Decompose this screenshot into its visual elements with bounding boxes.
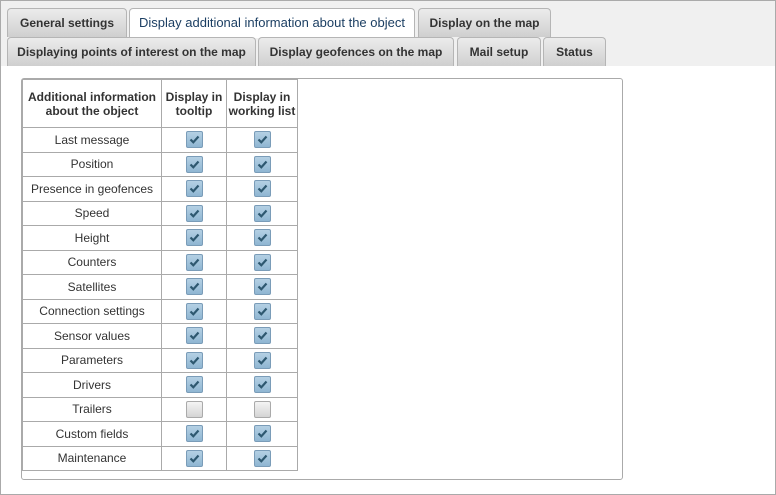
check-icon [189,307,199,316]
check-icon [257,258,267,267]
row-label: Drivers [22,372,162,398]
tab-display-additional-info[interactable]: Display additional information about the… [129,8,415,38]
working-list-checkbox[interactable] [253,327,271,345]
header-tooltip: Display in tooltip [161,79,227,128]
table-row: Last message [22,127,298,153]
row-label: Speed [22,200,162,226]
row-label: Position [22,151,162,177]
working-list-checkbox[interactable] [253,278,271,296]
tooltip-checkbox[interactable] [185,229,203,247]
table-row: Maintenance [22,445,298,471]
check-icon [257,454,267,463]
check-icon [257,160,267,169]
check-icon [189,234,199,243]
working-list-checkbox[interactable] [253,253,271,271]
header-info: Additional information about the object [22,79,162,128]
table-row: Speed [22,200,298,226]
tooltip-checkbox[interactable] [185,351,203,369]
working-list-checkbox[interactable] [253,351,271,369]
check-icon [257,381,267,390]
check-icon [189,209,199,218]
header-working-list: Display in working list [226,79,298,128]
row-label: Trailers [22,396,162,422]
check-icon [189,258,199,267]
tooltip-checkbox[interactable] [185,131,203,149]
check-icon [257,209,267,218]
row-label: Parameters [22,347,162,373]
tooltip-checkbox[interactable] [185,204,203,222]
check-icon [189,160,199,169]
check-icon [189,356,199,365]
row-label: Counters [22,249,162,275]
tooltip-checkbox[interactable] [185,302,203,320]
check-icon [189,283,199,292]
check-icon [189,136,199,145]
working-list-checkbox[interactable] [253,425,271,443]
tooltip-checkbox[interactable] [185,180,203,198]
check-icon [189,454,199,463]
table-row: Parameters [22,347,298,373]
check-icon [189,430,199,439]
tab-mail-setup[interactable]: Mail setup [457,37,541,66]
check-icon [257,307,267,316]
check-icon [257,332,267,341]
table-row: Drivers [22,372,298,398]
tab-status[interactable]: Status [543,37,606,66]
tooltip-checkbox[interactable] [185,327,203,345]
tab-bar: General settings Display additional info… [1,1,775,66]
check-icon [189,185,199,194]
row-label: Last message [22,127,162,153]
tooltip-checkbox[interactable] [185,425,203,443]
table-row: Satellites [22,274,298,300]
check-icon [257,185,267,194]
tooltip-checkbox[interactable] [185,400,203,418]
row-label: Connection settings [22,298,162,324]
tab-display-on-map[interactable]: Display on the map [418,8,551,37]
working-list-checkbox[interactable] [253,204,271,222]
check-icon [257,136,267,145]
check-icon [257,234,267,243]
working-list-checkbox[interactable] [253,155,271,173]
tab-general-settings[interactable]: General settings [7,8,127,37]
content-panel: Additional information about the object … [21,78,623,480]
row-label: Satellites [22,274,162,300]
row-label: Custom fields [22,421,162,447]
table-row: Position [22,151,298,177]
tooltip-checkbox[interactable] [185,253,203,271]
info-table: Additional information about the object … [22,79,298,471]
table-row: Height [22,225,298,251]
tooltip-checkbox[interactable] [185,449,203,467]
row-label: Maintenance [22,445,162,471]
check-icon [257,356,267,365]
table-row: Sensor values [22,323,298,349]
check-icon [257,283,267,292]
working-list-checkbox[interactable] [253,180,271,198]
working-list-checkbox[interactable] [253,302,271,320]
tab-points-of-interest[interactable]: Displaying points of interest on the map [7,37,256,66]
row-label: Height [22,225,162,251]
tooltip-checkbox[interactable] [185,376,203,394]
table-row: Counters [22,249,298,275]
table-row: Presence in geofences [22,176,298,202]
working-list-checkbox[interactable] [253,229,271,247]
check-icon [189,381,199,390]
table-row: Custom fields [22,421,298,447]
table-row: Trailers [22,396,298,422]
working-list-checkbox[interactable] [253,376,271,394]
tooltip-checkbox[interactable] [185,278,203,296]
check-icon [189,332,199,341]
table-row: Connection settings [22,298,298,324]
check-icon [257,430,267,439]
row-label: Presence in geofences [22,176,162,202]
working-list-checkbox[interactable] [253,400,271,418]
tooltip-checkbox[interactable] [185,155,203,173]
working-list-checkbox[interactable] [253,131,271,149]
working-list-checkbox[interactable] [253,449,271,467]
row-label: Sensor values [22,323,162,349]
tab-geofences[interactable]: Display geofences on the map [258,37,454,66]
